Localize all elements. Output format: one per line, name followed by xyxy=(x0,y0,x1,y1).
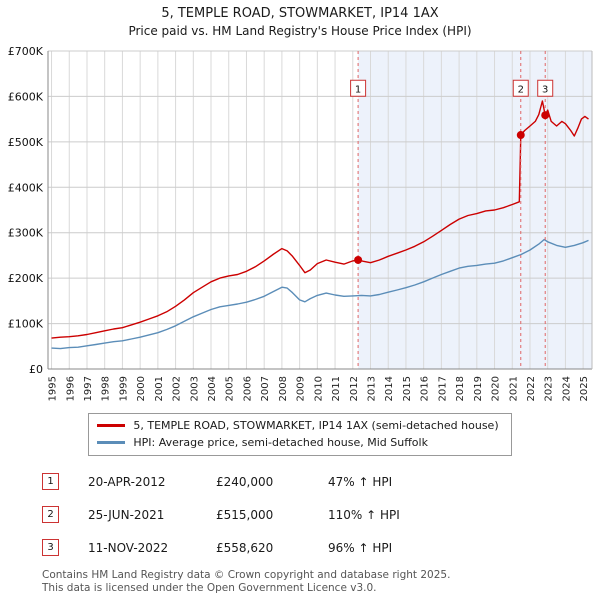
svg-text:2: 2 xyxy=(518,84,524,95)
property-line-swatch xyxy=(97,423,126,427)
svg-text:2021: 2021 xyxy=(508,376,519,401)
transaction-2-price: £515,000 xyxy=(216,507,274,522)
svg-text:2003: 2003 xyxy=(189,376,200,401)
transaction-row-2: 2 25-JUN-2021 £515,000 110% ↑ HPI xyxy=(42,503,600,527)
svg-text:1: 1 xyxy=(355,84,361,95)
svg-text:2009: 2009 xyxy=(296,376,307,401)
svg-text:2000: 2000 xyxy=(136,376,147,401)
svg-text:1999: 1999 xyxy=(118,376,129,401)
svg-text:3: 3 xyxy=(542,84,548,95)
svg-text:£500K: £500K xyxy=(8,136,44,149)
svg-text:2014: 2014 xyxy=(384,376,395,401)
legend-item-property: 5, TEMPLE ROAD, STOWMARKET, IP14 1AX (se… xyxy=(97,417,499,434)
price-chart-canvas: 1995 1996 1997 1998 1999 2000 2001 2002 2003 2004… xyxy=(8,45,593,401)
svg-text:2010: 2010 xyxy=(313,376,324,401)
svg-text:2008: 2008 xyxy=(278,376,289,401)
svg-text:2017: 2017 xyxy=(437,376,448,401)
svg-text:1996: 1996 xyxy=(65,376,76,401)
footer-line-1: Contains HM Land Registry data © Crown c… xyxy=(42,568,451,581)
transaction-1-price: £240,000 xyxy=(216,474,274,489)
page-title: 5, TEMPLE ROAD, STOWMARKET, IP14 1AX xyxy=(161,6,439,21)
svg-text:2001: 2001 xyxy=(154,376,165,401)
transaction-row-1: 1 20-APR-2012 £240,000 47% ↑ HPI xyxy=(42,470,600,494)
transaction-3-badge: 3 xyxy=(42,539,59,557)
svg-text:1995: 1995 xyxy=(48,376,59,401)
svg-text:2002: 2002 xyxy=(172,376,183,401)
legend-hpi-label: HPI: Average price, semi-detached house,… xyxy=(133,435,428,449)
legend-property-label: 5, TEMPLE ROAD, STOWMARKET, IP14 1AX (se… xyxy=(133,418,499,432)
transaction-1-hpi: 47% ↑ HPI xyxy=(328,474,393,489)
transaction-2-badge: 2 xyxy=(42,506,59,524)
svg-text:£200K: £200K xyxy=(8,272,44,285)
transaction-1-badge: 1 xyxy=(42,473,59,491)
transaction-3-price: £558,620 xyxy=(216,540,274,555)
svg-text:2007: 2007 xyxy=(260,376,271,401)
transaction-2-date: 25-JUN-2021 xyxy=(88,507,165,522)
transaction-row-3: 3 11-NOV-2022 £558,620 96% ↑ HPI xyxy=(42,536,600,560)
footer-copyright: Contains HM Land Registry data © Crown c… xyxy=(42,569,600,596)
transaction-3-date: 11-NOV-2022 xyxy=(88,540,169,555)
price-chart: 1995 1996 1997 1998 1999 2000 2001 2002 2003 2004… xyxy=(0,39,600,411)
svg-text:2019: 2019 xyxy=(473,376,484,401)
svg-text:£400K: £400K xyxy=(8,181,44,194)
svg-text:£700K: £700K xyxy=(8,45,44,58)
svg-text:£600K: £600K xyxy=(8,90,44,103)
svg-text:2025: 2025 xyxy=(579,376,590,401)
svg-text:1997: 1997 xyxy=(83,376,94,401)
svg-text:2023: 2023 xyxy=(544,376,555,401)
page-subtitle: Price paid vs. HM Land Registry's House … xyxy=(128,23,472,38)
transaction-3-hpi: 96% ↑ HPI xyxy=(328,540,393,555)
svg-text:2012: 2012 xyxy=(349,376,360,401)
svg-text:2018: 2018 xyxy=(455,376,466,401)
svg-text:2020: 2020 xyxy=(491,376,502,401)
svg-text:2011: 2011 xyxy=(331,376,342,401)
transactions-table: 1 20-APR-2012 £240,000 47% ↑ HPI 2 25-JU… xyxy=(42,470,600,560)
svg-text:£100K: £100K xyxy=(8,317,44,330)
hpi-line-swatch xyxy=(97,440,126,444)
page-header: 5, TEMPLE ROAD, STOWMARKET, IP14 1AX Pri… xyxy=(0,0,600,39)
svg-text:2004: 2004 xyxy=(207,376,218,401)
svg-text:2024: 2024 xyxy=(561,376,572,401)
svg-text:2006: 2006 xyxy=(242,376,253,401)
chart-legend: 5, TEMPLE ROAD, STOWMARKET, IP14 1AX (se… xyxy=(88,412,512,456)
footer-line-2: This data is licensed under the Open Gov… xyxy=(42,582,377,595)
svg-text:2015: 2015 xyxy=(402,376,413,401)
svg-text:1998: 1998 xyxy=(101,376,112,401)
svg-text:2005: 2005 xyxy=(225,376,236,401)
svg-text:2013: 2013 xyxy=(367,376,378,401)
svg-text:£0: £0 xyxy=(29,363,43,376)
transaction-1-date: 20-APR-2012 xyxy=(88,474,166,489)
transaction-2-hpi: 110% ↑ HPI xyxy=(328,507,400,522)
svg-text:2022: 2022 xyxy=(526,376,537,401)
svg-text:£300K: £300K xyxy=(8,226,44,239)
legend-item-hpi: HPI: Average price, semi-detached house,… xyxy=(97,434,498,451)
svg-text:2016: 2016 xyxy=(420,376,431,401)
